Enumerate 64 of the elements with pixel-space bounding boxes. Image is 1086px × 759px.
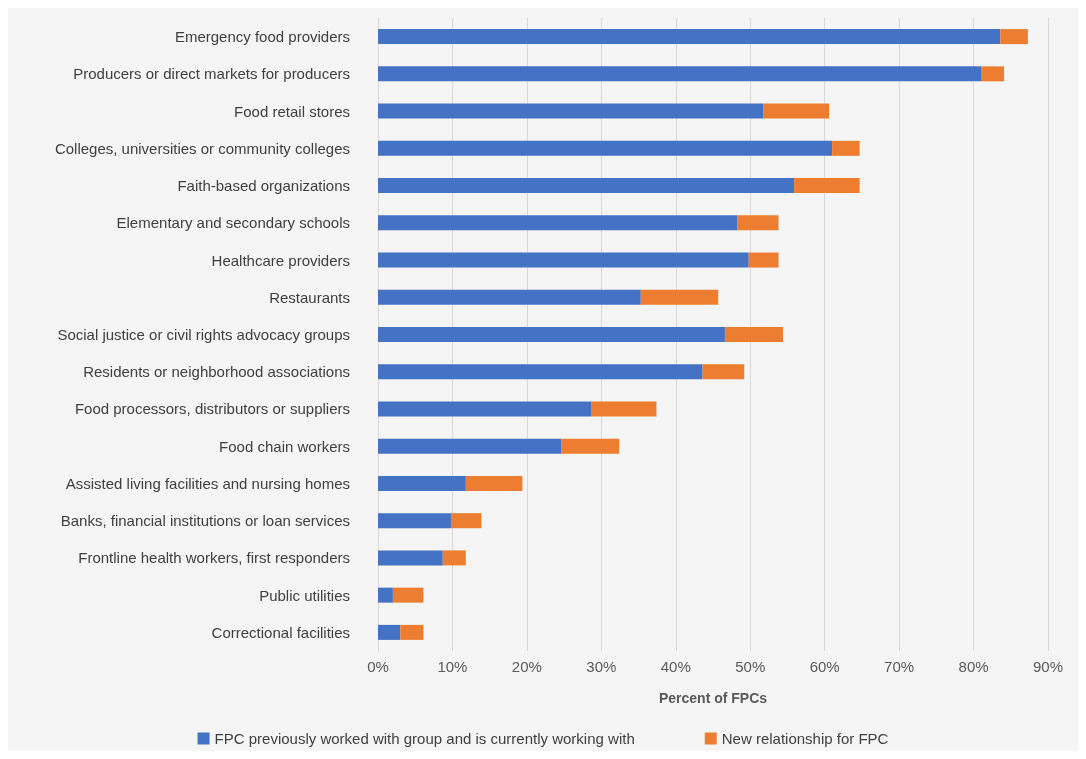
x-tick-label: 30%: [586, 658, 617, 675]
bar: [763, 103, 830, 119]
y-tick-label: Correctional facilities: [211, 623, 350, 641]
y-tick-label: Assisted living facilities and nursing homes: [65, 474, 350, 492]
bar: [378, 401, 592, 417]
legend-label: New relationship for FPC: [721, 730, 889, 747]
x-tick-label: 60%: [809, 658, 840, 675]
bar: [737, 215, 779, 231]
y-tick-label: Residents or neighborhood associations: [83, 363, 350, 381]
bar: [702, 364, 745, 380]
bar: [378, 438, 562, 454]
y-tick-label: Producers or direct markets for producers: [73, 65, 350, 83]
x-tick-label: 80%: [958, 658, 989, 675]
x-tick-label: 50%: [735, 658, 766, 675]
bar: [378, 29, 1001, 45]
legend-label: FPC previously worked with group and is currently working with: [214, 730, 635, 747]
bar: [1000, 29, 1028, 45]
bar: [561, 438, 620, 454]
x-tick-label: 40%: [660, 658, 691, 675]
bar: [794, 178, 860, 194]
bar: [378, 289, 641, 305]
y-tick-label: Faith-based organizations: [177, 177, 350, 195]
bar: [450, 513, 482, 529]
bar: [378, 587, 393, 603]
bar: [748, 252, 779, 268]
bar: [640, 289, 719, 305]
bar: [591, 401, 657, 417]
bar: [378, 550, 443, 566]
x-tick-label: 20%: [511, 658, 542, 675]
y-tick-label: Banks, financial institutions or loan services: [60, 512, 350, 530]
y-tick-label: Food processors, distributors or suppliers: [74, 400, 350, 418]
bar: [378, 364, 703, 380]
y-tick-label: Colleges, universities or community colleges: [54, 139, 350, 157]
bar: [378, 140, 833, 156]
bar: [981, 66, 1005, 82]
y-tick-label: Restaurants: [269, 288, 350, 306]
bar: [378, 252, 749, 268]
x-tick-label: 90%: [1032, 658, 1064, 675]
y-tick-label: Social justice or civil rights advocacy groups: [57, 326, 350, 343]
bar: [400, 624, 424, 640]
bar: [832, 140, 860, 156]
y-tick-label: Food chain workers: [219, 437, 350, 455]
y-tick-label: Frontline health workers, first responders: [78, 549, 350, 567]
x-axis-title: Percent of FPCs: [658, 690, 768, 706]
bar: [378, 178, 795, 194]
x-tick-label: 10%: [437, 658, 468, 675]
bar: [392, 587, 424, 603]
y-tick-label: Emergency food providers: [174, 28, 350, 46]
y-tick-label: Food retail stores: [234, 102, 350, 120]
bar: [378, 475, 466, 491]
bar: [724, 327, 783, 342]
bar: [378, 66, 981, 82]
x-tick-label: 0%: [367, 658, 389, 675]
y-tick-label: Elementary and secondary schools: [116, 214, 350, 232]
bar: [465, 475, 523, 491]
bar: [378, 103, 764, 119]
y-tick-label: Public utilities: [259, 586, 350, 604]
x-tick-label: 70%: [884, 658, 915, 675]
bar: [378, 215, 738, 231]
bar: [378, 327, 725, 342]
bar: [378, 513, 451, 529]
bar: [442, 550, 466, 566]
y-tick-label: Healthcare providers: [211, 251, 350, 269]
bar: [378, 624, 401, 640]
